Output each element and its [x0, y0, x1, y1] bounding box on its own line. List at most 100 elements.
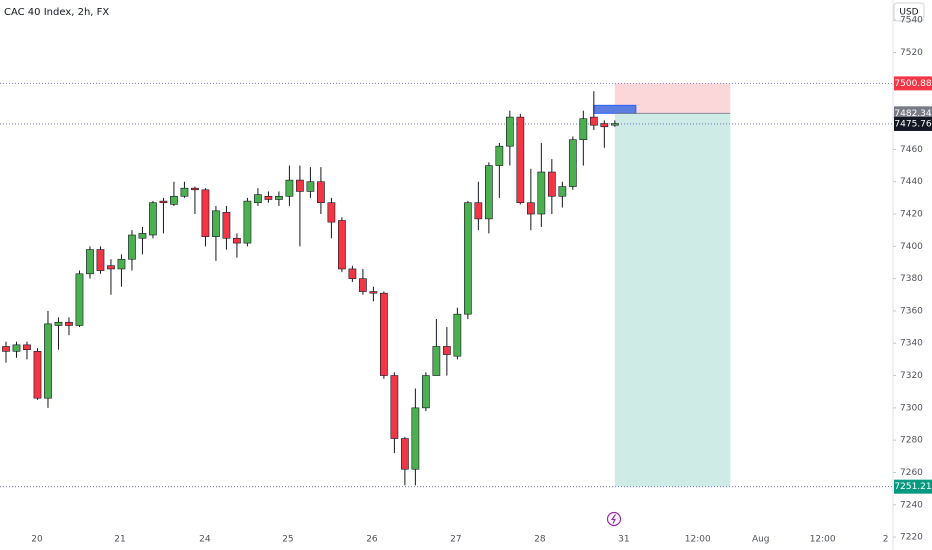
x-tick-label: 25: [282, 535, 293, 545]
candle-body: [23, 344, 31, 351]
candle-body: [568, 139, 577, 187]
x-tick-label: 21: [114, 535, 125, 545]
candle-body: [54, 321, 63, 326]
candle-body: [75, 273, 84, 326]
candle-body: [453, 313, 462, 357]
candle-body: [180, 187, 189, 197]
candle-body: [432, 346, 441, 376]
y-tick-label: 7460: [900, 145, 923, 155]
price-badge-label: 7500.88: [894, 79, 931, 89]
x-tick-label: 27: [450, 535, 461, 545]
candle-body: [128, 234, 136, 260]
candle-body: [159, 200, 168, 204]
candle-body: [411, 407, 420, 470]
x-tick-label: 20: [31, 535, 43, 545]
y-tick-label: 7380: [900, 274, 923, 284]
candle-body: [96, 249, 105, 271]
y-tick-label: 7220: [900, 533, 923, 543]
price-badge-label: 7251.21: [894, 482, 931, 492]
candle-body: [2, 346, 10, 352]
candle-body: [44, 323, 52, 399]
x-tick-label: 26: [366, 535, 378, 545]
candle-body: [401, 438, 409, 470]
position-target-zone: [614, 113, 731, 487]
position-entry-marker: [593, 104, 637, 114]
y-tick-label: 7240: [900, 500, 923, 510]
y-tick-label: 7280: [900, 436, 923, 446]
candle-body: [422, 375, 430, 409]
candle-body: [285, 179, 294, 197]
candle-body: [369, 291, 378, 294]
y-tick-label: 7400: [900, 242, 923, 252]
price-badge: [894, 76, 932, 91]
candle-body: [107, 265, 115, 270]
candle-body: [495, 145, 504, 166]
candle-body: [191, 187, 199, 191]
x-tick-label: 28: [534, 535, 546, 545]
y-tick-label: 7540: [900, 16, 923, 26]
candle-body: [243, 200, 252, 244]
x-tick-label: 2: [883, 535, 889, 545]
candle-body: [505, 116, 514, 147]
x-tick-label: 24: [199, 535, 211, 545]
candle-body: [149, 202, 157, 236]
candle-body: [296, 179, 304, 192]
candle-body: [579, 118, 588, 141]
x-tick-label: 31: [618, 535, 629, 545]
candle-body: [327, 202, 336, 223]
candle-body: [516, 116, 525, 204]
candle-body: [222, 212, 231, 239]
candle-body: [558, 186, 567, 197]
x-tick-label: 12:00: [810, 535, 836, 545]
candle-body: [254, 194, 262, 204]
x-tick-label: 12:00: [685, 535, 711, 545]
candle-body: [390, 375, 399, 439]
currency-label: USD: [899, 8, 918, 18]
candle-body: [201, 189, 210, 237]
candle-body: [610, 123, 619, 126]
candle-body: [86, 249, 94, 275]
candle-body: [348, 268, 357, 279]
candle-body: [359, 278, 367, 292]
chart-title: CAC 40 Index, 2h, FX: [4, 7, 109, 18]
price-badge: [894, 116, 932, 131]
candle-body: [33, 351, 42, 399]
y-tick-label: 7420: [900, 210, 923, 220]
candle-body: [474, 202, 483, 220]
candle-body: [442, 346, 451, 355]
candle-body: [212, 210, 220, 237]
candle-body: [547, 171, 556, 197]
candle-body: [589, 116, 598, 126]
candle-body: [12, 344, 21, 352]
y-tick-label: 7300: [900, 403, 923, 413]
candle-body: [484, 165, 493, 220]
y-tick-label: 7440: [900, 177, 923, 187]
candle-body: [306, 181, 315, 192]
price-badge: [894, 479, 932, 494]
candle-body: [138, 233, 147, 239]
price-badge-label: 7482.34: [894, 109, 931, 119]
candle-body: [600, 123, 609, 128]
candle-body: [537, 171, 546, 215]
y-tick-label: 7260: [900, 468, 923, 478]
candle-body: [338, 220, 346, 270]
candle-body: [526, 202, 535, 215]
candle-body: [170, 195, 178, 205]
candle-body: [275, 195, 283, 200]
currency-button[interactable]: [893, 2, 925, 22]
replay-icon[interactable]: [606, 511, 622, 527]
x-tick-label: Aug: [752, 535, 770, 545]
candle-body: [65, 321, 73, 326]
y-tick-label: 7340: [900, 339, 923, 349]
candle-body: [117, 258, 126, 270]
candle-body: [233, 237, 241, 244]
candle-body: [380, 292, 388, 376]
candle-body: [317, 181, 325, 204]
candle-body: [463, 202, 472, 315]
price-badge: [894, 106, 932, 121]
price-badge-label: 7475.76: [894, 119, 931, 129]
y-tick-label: 7360: [900, 306, 923, 316]
y-tick-label: 7520: [900, 48, 923, 58]
candle-body: [264, 195, 273, 200]
